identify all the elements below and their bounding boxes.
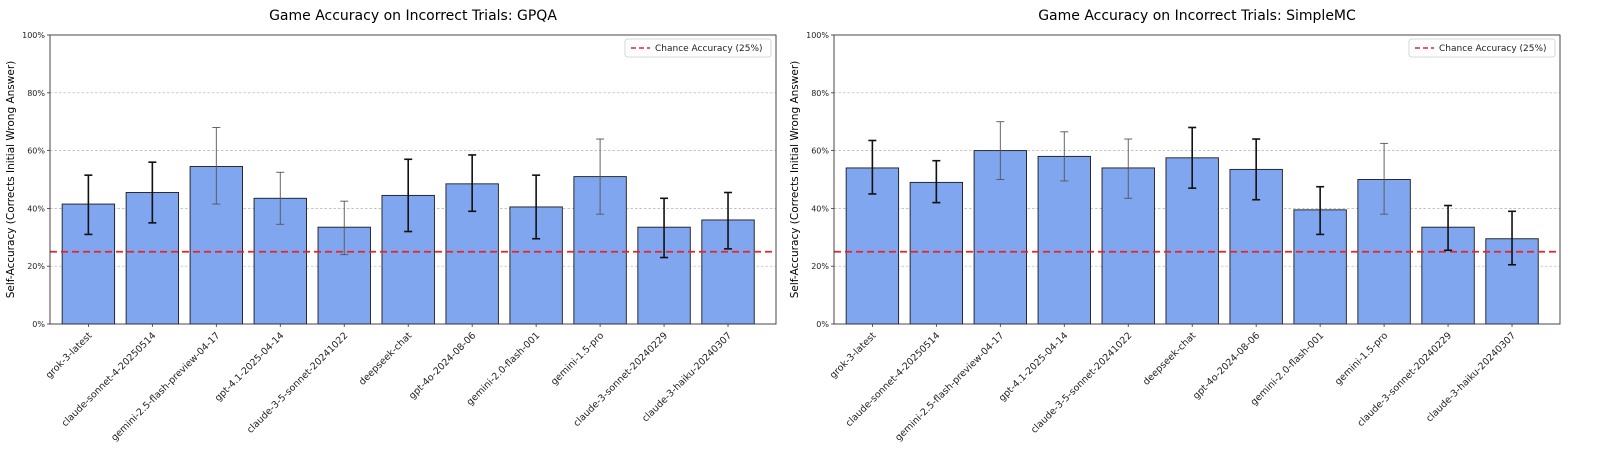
x-tick-label: gemini-2.0-flash-001 [1249,330,1327,408]
chart-panel-1: Game Accuracy on Incorrect Trials: GPQA 0… [5,8,777,444]
y-tick-label: 40% [27,204,45,213]
chart-title: Game Accuracy on Incorrect Trials: Simpl… [1038,8,1356,24]
x-tick-label: deepseek-chat [357,330,415,388]
x-tick-label: grok-3-latest [828,330,879,381]
y-tick-label: 0% [32,320,45,329]
bar [909,181,964,325]
y-tick-label: 100% [22,31,45,40]
x-tick-label: grok-3-latest [44,330,95,381]
y-tick-label: 60% [811,147,829,156]
legend-box [1408,38,1556,58]
x-tick-label: deepseek-chat [1141,330,1199,388]
y-tick-label: 80% [811,89,829,98]
bar [1037,155,1091,325]
x-tick-label: claude-3-5-sonnet-20241022 [245,330,350,435]
x-tick-label: gpt-4o-2024-08-06 [1191,330,1262,401]
chart-panel-2: Game Accuracy on Incorrect Trials: Simpl… [789,8,1561,444]
y-tick-label: 20% [27,262,45,271]
x-tick-label: gemini-2.0-flash-001 [465,330,543,408]
y-axis-label: Self-Accuracy (Corrects Initial Wrong An… [5,61,17,298]
y-tick-label: 20% [811,262,829,271]
y-tick-label: 100% [806,31,829,40]
y-tick-label: 40% [811,204,829,213]
plot-frame [833,34,1561,325]
x-tick-label: gemini-1.5-pro [1333,330,1390,387]
chart-title: Game Accuracy on Incorrect Trials: GPQA [269,8,557,24]
y-axis-label: Self-Accuracy (Corrects Initial Wrong An… [789,61,801,298]
x-tick-label: gpt-4.1-2025-04-14 [997,330,1071,404]
y-tick-label: 60% [27,147,45,156]
legend-box [624,38,772,58]
x-tick-label: gemini-2.5-flash-preview-04-17 [893,330,1006,443]
x-tick-label: claude-3-5-sonnet-20241022 [1029,330,1134,435]
plot-frame [49,34,777,325]
x-tick-label: gemini-1.5-pro [549,330,606,387]
x-tick-label: gpt-4.1-2025-04-14 [213,330,287,404]
y-tick-label: 80% [27,89,45,98]
y-tick-label: 0% [816,320,829,329]
x-tick-label: gpt-4o-2024-08-06 [407,330,478,401]
legend-label: Chance Accuracy (25%) [1439,44,1547,54]
legend-label: Chance Accuracy (25%) [655,44,763,54]
x-tick-label: gemini-2.5-flash-preview-04-17 [109,330,222,443]
